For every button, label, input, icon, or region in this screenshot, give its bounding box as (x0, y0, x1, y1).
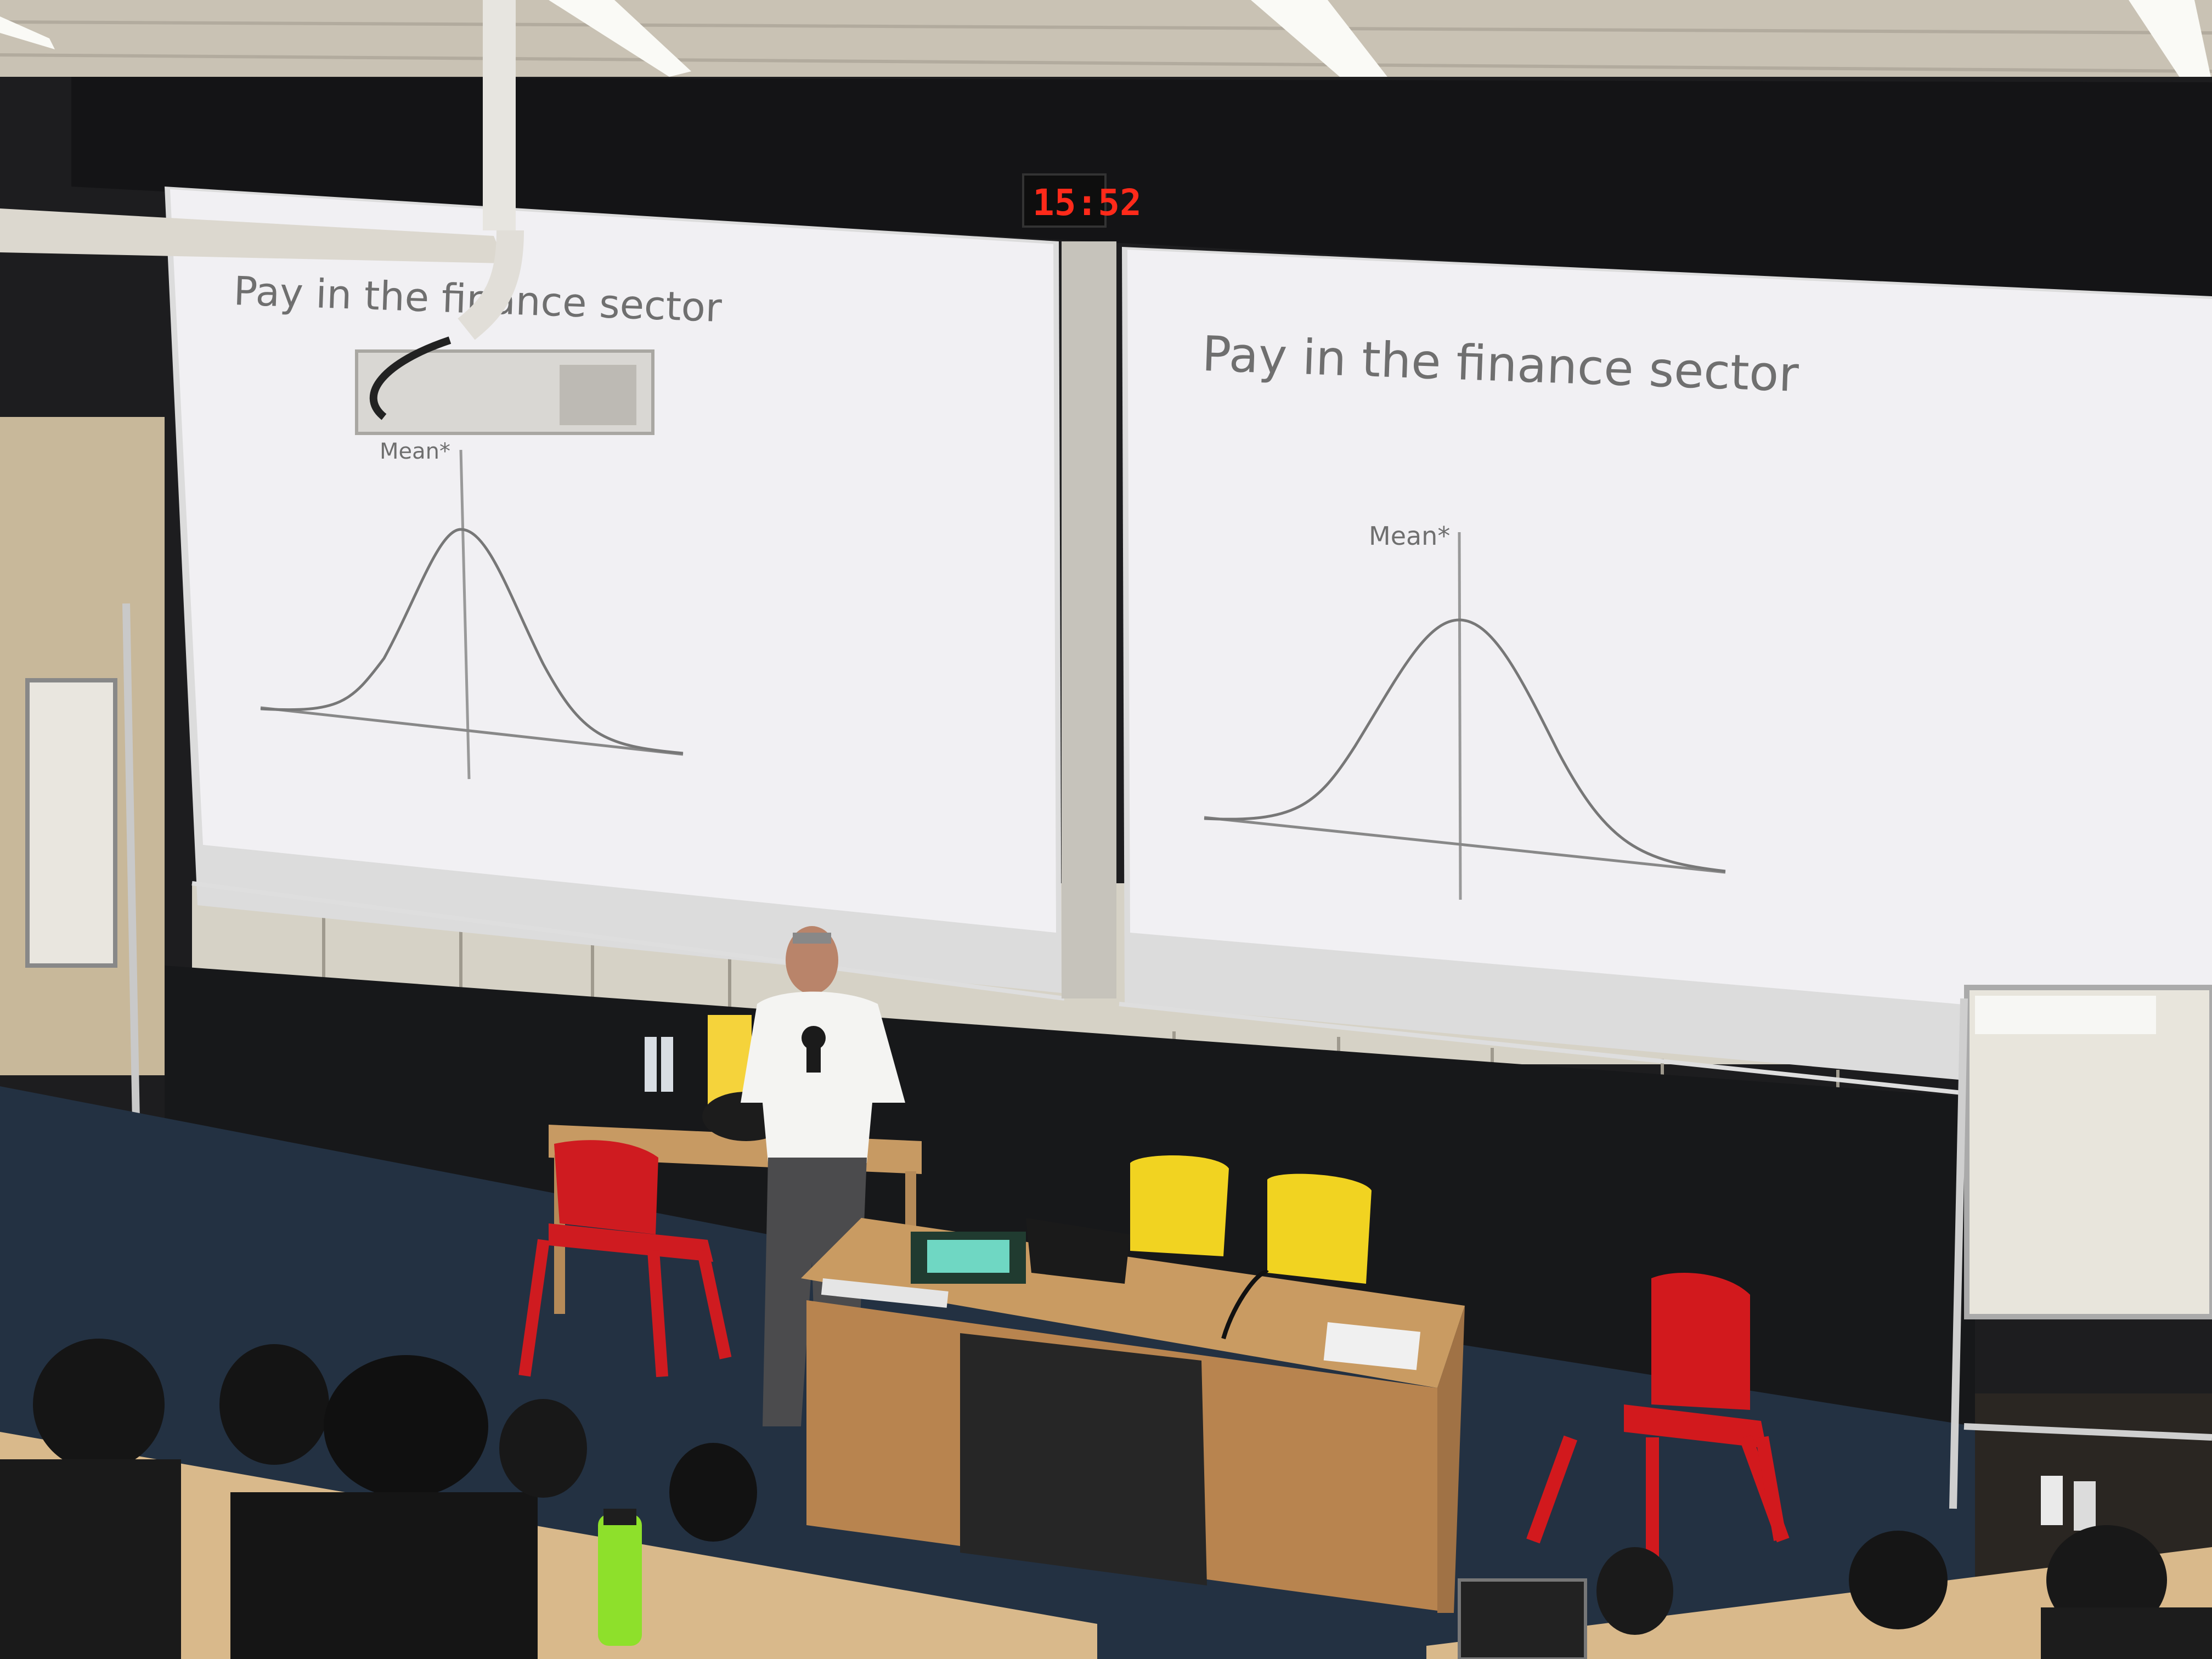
front-lectern-desk (801, 1218, 1465, 1613)
yellow-chair-2 (1267, 1173, 1372, 1284)
right-projection-screen (1119, 247, 2212, 1121)
student-body (0, 1459, 181, 1659)
audience (0, 1339, 2212, 1659)
right-slide-bell-curve (1204, 618, 1726, 873)
left-slide-axis-vertical (459, 449, 471, 780)
student-head (669, 1443, 757, 1542)
student-head (219, 1344, 329, 1465)
right-slide-axis-horizontal (1204, 816, 1726, 874)
student-head (324, 1355, 488, 1498)
projector (0, 0, 654, 435)
red-chair-left (518, 1140, 732, 1378)
student-head (1596, 1547, 1673, 1635)
screen-divider (1062, 241, 1116, 998)
left-whiteboard (25, 678, 117, 968)
left-slide-axis-horizontal (260, 706, 684, 756)
ceiling-light (0, 16, 55, 49)
sanitizer-bottle (2041, 1476, 2063, 1525)
right-whiteboard (1949, 985, 2212, 1509)
yellow-chair-1 (1130, 1155, 1229, 1256)
clock-time: 15:52 (1032, 182, 1142, 224)
red-chair-right (1526, 1273, 1790, 1558)
right-slide-mean-label: Mean* (1369, 521, 1450, 551)
student-head (499, 1399, 587, 1498)
student-head (33, 1339, 165, 1470)
ceiling-light (549, 0, 691, 77)
student-body (230, 1492, 538, 1659)
left-slide-mean-label: Mean* (380, 439, 450, 464)
wall-clock: 15:52 (1022, 173, 1142, 228)
laptop (1458, 1578, 1587, 1659)
left-slide-bell-curve (260, 528, 684, 755)
sanitizer-bottle (2074, 1481, 2096, 1531)
water-bottle (598, 1514, 642, 1646)
right-slide-axis-vertical (1458, 532, 1462, 900)
front-wall-band (71, 77, 2212, 302)
student-head (1849, 1531, 1948, 1629)
